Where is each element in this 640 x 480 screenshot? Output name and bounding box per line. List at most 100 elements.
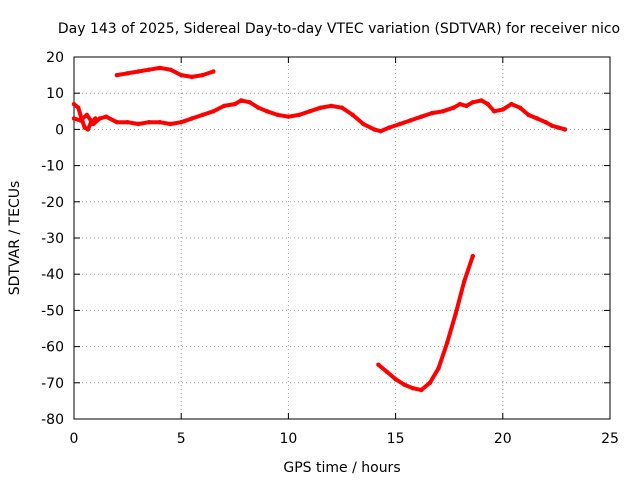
y-tick-label: -60 bbox=[41, 340, 64, 356]
data-point-main-track bbox=[247, 100, 252, 105]
data-point-main-track bbox=[239, 98, 244, 103]
data-point-low-dip bbox=[453, 311, 458, 317]
x-tick-label: 25 bbox=[601, 431, 619, 447]
data-point-main-track bbox=[526, 112, 531, 118]
data-point-main-track bbox=[397, 121, 403, 127]
data-point-main-track bbox=[479, 98, 484, 103]
data-point-main-track bbox=[372, 127, 377, 132]
data-point-main-track bbox=[307, 109, 312, 114]
data-point-main-track bbox=[296, 112, 302, 118]
data-point-low-dip bbox=[376, 362, 381, 367]
data-point-main-track bbox=[549, 123, 555, 128]
data-point-main-track bbox=[429, 110, 435, 116]
data-point-main-track bbox=[543, 120, 548, 125]
x-tick-label: 0 bbox=[70, 431, 79, 447]
x-tick-label: 20 bbox=[494, 431, 512, 447]
data-point-main-track bbox=[485, 101, 490, 107]
y-tick-label: 20 bbox=[46, 50, 64, 66]
data-point-main-track bbox=[71, 116, 77, 121]
data-point-main-track bbox=[517, 105, 523, 110]
data-point-low-dip bbox=[384, 369, 390, 375]
data-point-low-dip bbox=[427, 380, 433, 385]
y-tick-label: -80 bbox=[41, 412, 64, 428]
data-point-upper-arc bbox=[200, 72, 205, 78]
data-point-main-track bbox=[221, 103, 227, 109]
data-point-upper-arc bbox=[211, 69, 216, 74]
data-point-main-track bbox=[419, 114, 424, 119]
y-tick-label: -30 bbox=[41, 231, 64, 247]
data-point-upper-arc bbox=[125, 71, 130, 76]
data-point-low-dip bbox=[393, 377, 398, 382]
data-point-main-track bbox=[408, 118, 413, 123]
x-tick-label: 15 bbox=[387, 431, 405, 447]
data-point-main-track bbox=[464, 103, 469, 109]
data-point-low-dip bbox=[444, 340, 450, 346]
data-point-early-spike bbox=[79, 116, 84, 121]
data-point-early-spike bbox=[76, 105, 81, 110]
data-point-main-track bbox=[84, 112, 90, 118]
data-point-main-track bbox=[179, 120, 184, 125]
data-point-low-dip bbox=[436, 366, 441, 371]
data-point-upper-arc bbox=[179, 72, 184, 78]
data-point-main-track bbox=[339, 105, 345, 110]
data-point-early-spike bbox=[89, 120, 94, 125]
data-point-upper-arc bbox=[168, 67, 173, 72]
axis-ticks: 0 5 10 15 20 25 20 10 0 -10 -20 -30 -40 -50 -60 -70 -80 bbox=[41, 50, 619, 447]
data-point-low-dip bbox=[419, 387, 424, 393]
data-point-main-track bbox=[114, 120, 120, 125]
data-point-main-track bbox=[264, 109, 270, 114]
y-tick-label: -20 bbox=[41, 195, 64, 211]
data-point-main-track bbox=[189, 116, 195, 121]
data-point-low-dip bbox=[410, 386, 415, 391]
data-point-main-track bbox=[318, 105, 323, 110]
data-point-main-track bbox=[168, 121, 173, 127]
grid bbox=[74, 57, 610, 419]
data-point-main-track bbox=[211, 109, 216, 114]
series-line-upper-arc bbox=[114, 65, 216, 79]
data-point-main-track bbox=[104, 114, 109, 119]
y-axis-label: SDTVAR / TECUs bbox=[7, 181, 23, 296]
data-point-main-track bbox=[125, 120, 130, 125]
data-point-main-track bbox=[500, 107, 505, 112]
data-point-main-track bbox=[97, 116, 102, 121]
y-tick-label: -70 bbox=[41, 376, 64, 392]
data-point-upper-arc bbox=[189, 74, 195, 80]
data-point-main-track bbox=[457, 101, 463, 107]
data-point-main-track bbox=[509, 101, 514, 107]
data-point-early-spike bbox=[93, 116, 98, 121]
data-point-main-track bbox=[440, 109, 445, 114]
x-axis-label: GPS time / hours bbox=[283, 460, 400, 476]
data-point-early-spike bbox=[82, 125, 87, 130]
data-point-main-track bbox=[492, 109, 497, 114]
data-point-main-track bbox=[534, 116, 540, 121]
data-point-low-dip bbox=[462, 279, 467, 284]
data-point-upper-arc bbox=[157, 65, 162, 71]
y-tick-label: -10 bbox=[41, 159, 64, 175]
data-point-upper-arc bbox=[136, 69, 141, 74]
data-point-main-track bbox=[451, 105, 456, 110]
data-point-main-track bbox=[556, 125, 561, 130]
y-tick-label: 0 bbox=[55, 122, 64, 138]
data-point-main-track bbox=[200, 112, 205, 118]
data-point-main-track bbox=[470, 100, 475, 105]
data-point-main-track bbox=[256, 105, 261, 110]
data-point-main-track bbox=[350, 112, 355, 118]
y-tick-label: -40 bbox=[41, 267, 64, 283]
data-point-main-track bbox=[157, 120, 162, 125]
data-point-early-spike bbox=[71, 101, 77, 107]
x-tick-label: 5 bbox=[177, 431, 186, 447]
data-point-main-track bbox=[136, 121, 141, 127]
data-point-main-track bbox=[275, 112, 280, 118]
data-point-main-track bbox=[387, 125, 392, 130]
data-point-main-track bbox=[361, 121, 366, 127]
y-tick-label: 10 bbox=[46, 86, 64, 102]
chart-title: Day 143 of 2025, Sidereal Day-to-day VTE… bbox=[58, 21, 620, 37]
data-point-low-dip bbox=[470, 253, 475, 259]
data-point-main-track bbox=[329, 103, 334, 109]
data-point-main-track bbox=[146, 120, 152, 125]
data-point-upper-arc bbox=[114, 72, 120, 78]
data-point-low-dip bbox=[402, 382, 407, 387]
data-point-early-spike bbox=[85, 127, 91, 132]
